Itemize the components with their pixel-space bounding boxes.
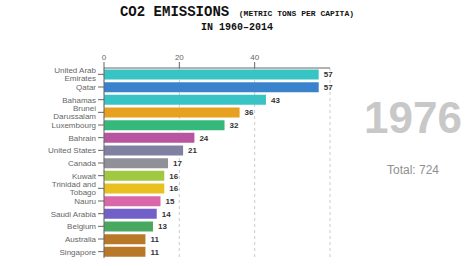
svg-text:Bahrain: Bahrain bbox=[68, 134, 96, 143]
svg-text:United ArabEmirates: United ArabEmirates bbox=[54, 66, 96, 83]
svg-text:Kuwait: Kuwait bbox=[72, 172, 97, 181]
svg-text:14: 14 bbox=[162, 210, 171, 219]
svg-text:57: 57 bbox=[324, 83, 333, 92]
svg-text:Canada: Canada bbox=[68, 159, 97, 168]
svg-text:15: 15 bbox=[166, 197, 175, 206]
html-text:IN 1960–2014: IN 1960–2014 bbox=[201, 21, 273, 33]
svg-text:0: 0 bbox=[102, 53, 107, 62]
svg-text:Nauru: Nauru bbox=[74, 197, 96, 206]
svg-text:40: 40 bbox=[250, 53, 259, 62]
svg-text:57: 57 bbox=[324, 70, 333, 79]
svg-text:32: 32 bbox=[230, 121, 239, 130]
svg-text:Australia: Australia bbox=[65, 235, 97, 244]
svg-text:Belgium: Belgium bbox=[67, 222, 96, 231]
svg-text:United States: United States bbox=[48, 146, 96, 155]
svg-text:Singapore: Singapore bbox=[60, 248, 97, 257]
svg-text:24: 24 bbox=[199, 134, 208, 143]
svg-text:Saudi Arabia: Saudi Arabia bbox=[51, 210, 97, 219]
svg-text:16: 16 bbox=[169, 184, 178, 193]
svg-text:BruneiDarussalam: BruneiDarussalam bbox=[53, 104, 96, 121]
svg-text:Trinidad andTobago: Trinidad andTobago bbox=[52, 180, 97, 197]
svg-text:21: 21 bbox=[188, 146, 197, 155]
html-text:1976: 1976 bbox=[364, 93, 462, 142]
svg-text:11: 11 bbox=[150, 235, 159, 244]
html-text:(METRIC TONS PER CAPITA): (METRIC TONS PER CAPITA) bbox=[238, 9, 354, 18]
svg-text:20: 20 bbox=[175, 53, 184, 62]
svg-text:36: 36 bbox=[245, 108, 254, 117]
svg-text:13: 13 bbox=[158, 222, 167, 231]
svg-text:Qatar: Qatar bbox=[76, 83, 96, 92]
svg-text:Luxembourg: Luxembourg bbox=[52, 121, 96, 130]
svg-text:16: 16 bbox=[169, 172, 178, 181]
html-text:Total: 724: Total: 724 bbox=[387, 163, 439, 177]
svg-text:17: 17 bbox=[173, 159, 182, 168]
svg-text:11: 11 bbox=[150, 248, 159, 257]
svg-text:Bahamas: Bahamas bbox=[62, 96, 96, 105]
html-text:CO2 EMISSIONS: CO2 EMISSIONS bbox=[120, 4, 230, 20]
svg-text:43: 43 bbox=[271, 96, 280, 105]
